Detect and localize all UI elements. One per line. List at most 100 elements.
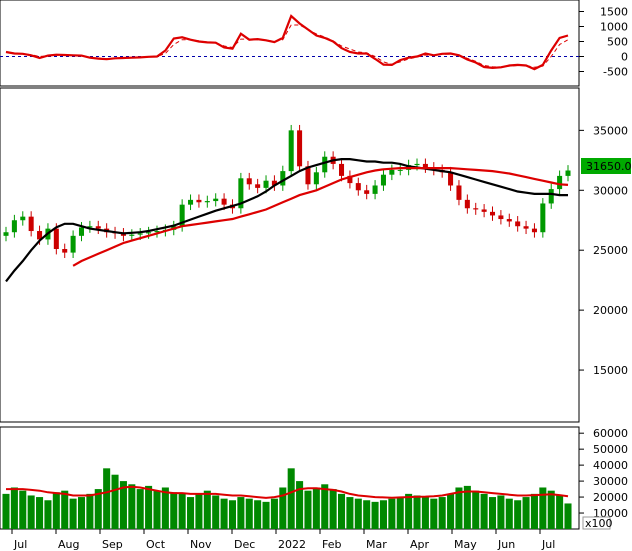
candle-body [548, 189, 554, 204]
volume-bar [94, 489, 102, 529]
volume-bar [237, 497, 245, 529]
x-axis-label: Jul [13, 538, 27, 551]
candle-body [422, 163, 428, 168]
candle-body [20, 216, 26, 221]
volume-bar [455, 487, 463, 529]
volume-bar [413, 495, 421, 529]
volume-bar [61, 490, 69, 529]
oscillator-axis-tick-label: 1500 [600, 6, 628, 19]
x-axis-label: 2022 [278, 538, 306, 551]
volume-bar [119, 481, 127, 529]
candle-body [414, 163, 420, 166]
x-axis-label: Sep [102, 538, 123, 551]
candle-body [473, 208, 479, 210]
price-panel: 35000 30000 25000 20000 15000 31650.00 [0, 87, 632, 423]
volume-bar [379, 500, 387, 529]
volume-bar [539, 487, 547, 529]
candle-body [11, 220, 17, 233]
candle-body [380, 174, 386, 186]
price-axis-tick-label: 20000 [593, 304, 628, 317]
volume-bar [195, 493, 203, 529]
candle-body [481, 209, 487, 212]
candle-body [364, 190, 370, 194]
candle-body [146, 232, 152, 234]
volume-bar [254, 500, 262, 529]
volume-unit-label: x100 [585, 517, 613, 530]
x-axis-label: Mar [366, 538, 387, 551]
volume-bar [203, 490, 211, 529]
volume-bar [262, 501, 270, 529]
candle-body [506, 219, 512, 222]
volume-bar [497, 495, 505, 529]
last-price-label: 31650.00 [581, 158, 632, 174]
price-axis-tick-label: 35000 [593, 124, 628, 137]
candle-body [129, 234, 135, 236]
x-axis-label: Feb [322, 538, 341, 551]
volume-bar [363, 500, 371, 529]
volume-bar [505, 498, 513, 529]
volume-bar [287, 468, 295, 529]
candle-body [53, 228, 59, 250]
volume-ma-line [6, 485, 569, 499]
oscillator-signal-line [5, 24, 569, 68]
candle-body [271, 180, 277, 186]
volume-bar [145, 485, 153, 529]
volume-bar [405, 493, 413, 529]
candle-body [288, 130, 294, 172]
volume-axis-tick-label: 30000 [593, 475, 628, 488]
candle-body [297, 130, 303, 167]
candle-body [62, 249, 68, 253]
price-frame [0, 87, 580, 423]
oscillator-axis-tick-label: 0 [621, 51, 628, 64]
x-axis-label: Jul [541, 538, 555, 551]
last-price-box [581, 158, 631, 174]
volume-bar [447, 493, 455, 529]
volume-bar [329, 489, 337, 529]
volume-bar [514, 500, 522, 529]
oscillator-frame [0, 0, 580, 87]
candle-body [372, 185, 378, 194]
candle-body [565, 170, 571, 176]
candle-body [515, 221, 521, 227]
candle-body [28, 216, 34, 232]
volume-bar [212, 495, 220, 529]
volume-bar [103, 468, 111, 529]
candle-body [246, 178, 252, 185]
candle-body [456, 185, 462, 200]
candle-body [87, 226, 93, 228]
candle-body [255, 184, 261, 188]
volume-bar [547, 490, 555, 529]
volume-bar [472, 490, 480, 529]
candle-body [523, 226, 529, 229]
volume-axis-tick-label: 20000 [593, 491, 628, 504]
candle-body [557, 175, 563, 190]
candle-body [154, 231, 160, 233]
oscillator-axis-tick-label: -500 [603, 66, 628, 79]
oscillator-panel: 1500 1000 500 0 -500 [0, 0, 628, 87]
volume-bar [354, 498, 362, 529]
volume-bar [480, 493, 488, 529]
candle-body [120, 233, 126, 236]
candle-body [313, 172, 319, 185]
volume-bar [321, 484, 329, 529]
volume-bar [128, 484, 136, 529]
candle-body [464, 199, 470, 209]
volume-bar [136, 489, 144, 529]
volume-bar [564, 503, 572, 529]
volume-unit-box [582, 516, 611, 530]
volume-bar [19, 490, 27, 529]
candle-body [347, 175, 353, 184]
volume-bar [245, 498, 253, 529]
candle-body [238, 178, 244, 209]
x-axis: Jul Aug Sep Oct Nov Dec 2022 Feb Mar Apr May Jun Jul [11, 529, 555, 551]
x-axis-label: Aug [58, 538, 79, 551]
volume-bar [111, 474, 119, 529]
candle-body [489, 211, 496, 216]
volume-bar [488, 497, 497, 529]
volume-bar [86, 493, 94, 529]
candle-body [37, 231, 43, 240]
candle-body [70, 235, 76, 253]
volume-bar [337, 493, 346, 529]
volume-bar [10, 487, 18, 529]
